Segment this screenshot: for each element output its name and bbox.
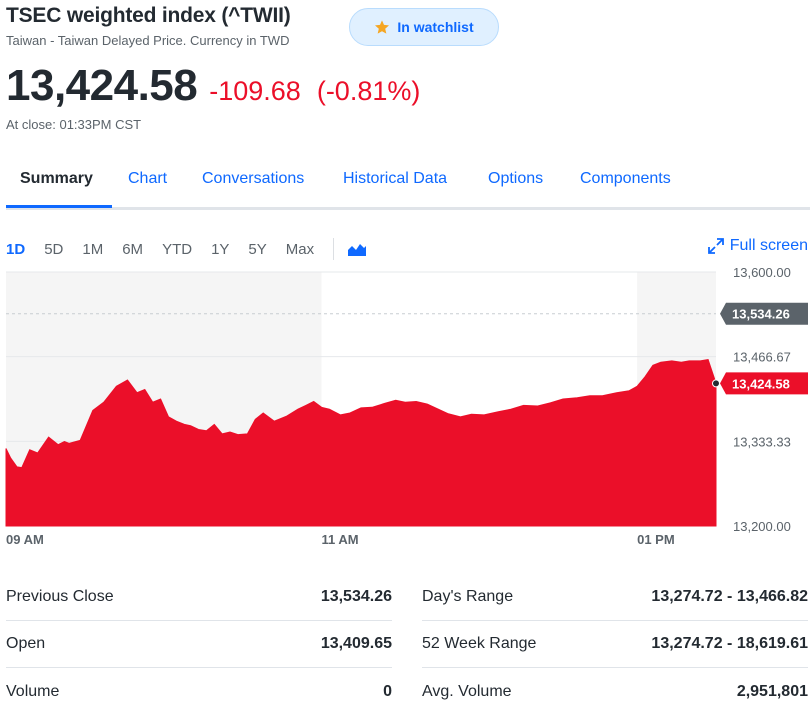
x-tick-label: 11 AM [322, 532, 359, 547]
stat-label-open: Open [6, 635, 46, 652]
stat-label-volume: Volume [6, 682, 60, 700]
stat-value-days-range: 13,274.72 - 13,466.82 [651, 588, 808, 605]
stat-row: Avg. Volume 2,951,801 [422, 668, 808, 713]
chart-svg: 13,600.00 13,466.67 13,333.33 13,200.00 09 A… [5, 265, 808, 547]
range-1d[interactable]: 1D [6, 240, 26, 258]
stat-row: Volume 0 [6, 668, 392, 713]
y-tick-label: 13,600.00 [733, 265, 791, 280]
star-icon [374, 19, 390, 35]
stat-label-previous-close: Previous Close [6, 588, 114, 605]
stat-value-avg-volume: 2,951,801 [736, 682, 808, 700]
range-5y[interactable]: 5Y [248, 240, 267, 258]
price-chart[interactable]: 13,600.00 13,466.67 13,333.33 13,200.00 09 A… [0, 262, 810, 552]
price-row: 13,424.58 -109.68 (-0.81%) [6, 61, 420, 111]
stat-label-avg-volume: Avg. Volume [422, 682, 512, 700]
y-tick-label: 13,333.33 [733, 434, 791, 449]
range-6m[interactable]: 6M [122, 240, 144, 258]
tab-historical-data[interactable]: Historical Data [343, 169, 448, 187]
stat-value-open: 13,409.65 [320, 635, 392, 652]
range-5d[interactable]: 5D [44, 240, 64, 258]
current-price: 13,424.58 [6, 61, 198, 110]
stat-row: Open 13,409.65 [6, 621, 392, 668]
stat-row: Previous Close 13,534.26 [6, 574, 392, 621]
stat-row: Day's Range 13,274.72 - 13,466.82 [422, 574, 808, 621]
tab-summary[interactable]: Summary [20, 169, 93, 187]
y-tick-label: 13,466.67 [733, 350, 791, 365]
price-change: -109.68 [209, 76, 301, 106]
range-ytd[interactable]: YTD [162, 240, 193, 258]
fullscreen-button[interactable]: Full screen [707, 237, 808, 255]
x-tick-label: 01 PM [637, 532, 675, 547]
stat-label-days-range: Day's Range [422, 588, 514, 605]
stat-value-previous-close: 13,534.26 [320, 588, 392, 605]
range-1m[interactable]: 1M [82, 240, 104, 258]
range-selector: 1D 5D 1M 6M YTD 1Y 5Y Max [6, 236, 367, 262]
stat-value-52-week-range: 13,274.72 - 18,619.61 [651, 635, 808, 652]
range-divider [333, 238, 335, 260]
mountain-chart-icon[interactable] [348, 242, 367, 256]
tab-options[interactable]: Options [488, 169, 544, 187]
stat-row: 52 Week Range 13,274.72 - 18,619.61 [422, 621, 808, 668]
fullscreen-label: Full screen [729, 237, 808, 254]
tab-conversations[interactable]: Conversations [202, 169, 305, 187]
previous-close-label: 13,534.26 [732, 307, 790, 322]
price-area [5, 359, 717, 527]
stats-right-column: Day's Range 13,274.72 - 13,466.82 52 Wee… [422, 574, 808, 713]
tab-chart[interactable]: Chart [128, 169, 168, 187]
tab-components[interactable]: Components [580, 169, 671, 187]
quote-tabs: Summary Chart Conversations Historical D… [6, 150, 810, 210]
last-price-dot [712, 379, 720, 388]
market-time: At close: 01:33PM CST [6, 117, 142, 132]
range-1y[interactable]: 1Y [211, 240, 230, 258]
y-tick-label: 13,200.00 [733, 519, 791, 534]
previous-close-tag [720, 302, 808, 325]
stats-left-column: Previous Close 13,534.26 Open 13,409.65 … [6, 574, 392, 713]
last-price-label: 13,424.58 [732, 376, 790, 391]
watchlist-label: In watchlist [397, 19, 474, 35]
page-title: TSEC weighted index (^TWII) [6, 4, 291, 27]
range-max[interactable]: Max [285, 240, 315, 258]
x-tick-label: 09 AM [6, 532, 44, 547]
last-price-tag [720, 372, 808, 395]
expand-icon [707, 238, 724, 254]
stat-value-volume: 0 [383, 682, 392, 700]
quote-header: TSEC weighted index (^TWII) In watchlist… [6, 4, 806, 48]
stat-label-52-week-range: 52 Week Range [422, 635, 537, 652]
price-change-percent: (-0.81%) [316, 76, 421, 106]
watchlist-button[interactable]: In watchlist [349, 8, 499, 46]
exchange-subtitle: Taiwan - Taiwan Delayed Price. Currency … [6, 33, 290, 48]
active-tab-indicator [6, 205, 112, 208]
